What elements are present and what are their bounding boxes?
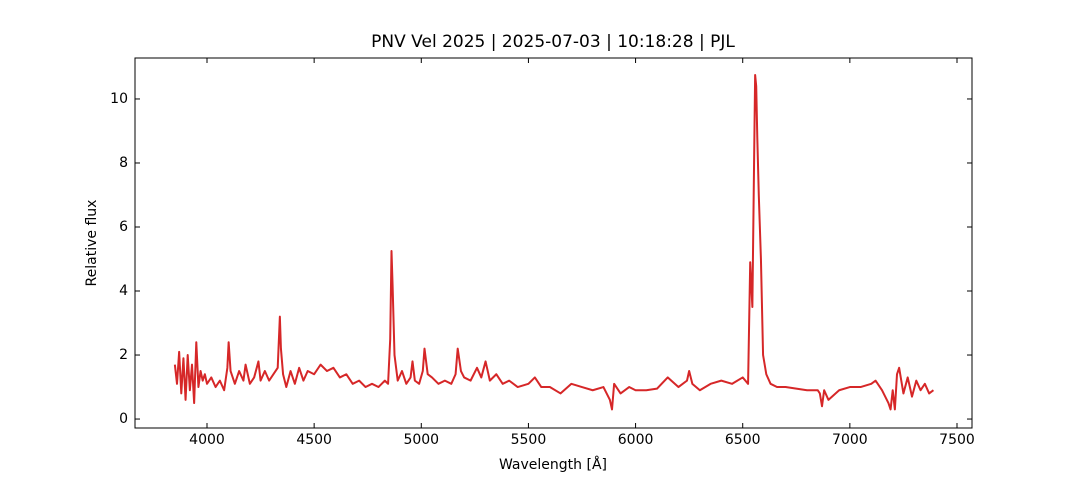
y-tick-label: 8 bbox=[119, 155, 128, 171]
x-axis-label: Wavelength [Å] bbox=[499, 456, 607, 473]
y-tick-label: 6 bbox=[119, 219, 128, 235]
y-tick-label: 10 bbox=[110, 91, 128, 107]
chart-title: PNV Vel 2025 | 2025-07-03 | 10:18:28 | P… bbox=[371, 32, 735, 52]
x-tick-label: 4500 bbox=[296, 432, 332, 448]
x-tick-label: 5000 bbox=[403, 432, 439, 448]
x-tick-label: 6000 bbox=[618, 432, 654, 448]
x-tick-label: 5500 bbox=[511, 432, 547, 448]
x-tick-label: 6500 bbox=[725, 432, 761, 448]
y-tick-label: 2 bbox=[119, 347, 128, 363]
x-tick-label: 7000 bbox=[832, 432, 868, 448]
x-tick-label: 7500 bbox=[939, 432, 975, 448]
plot-frame bbox=[134, 57, 973, 429]
spectrum-line bbox=[173, 73, 935, 411]
y-tick-label: 0 bbox=[119, 411, 128, 427]
y-tick-label: 4 bbox=[119, 283, 128, 299]
y-axis-label: Relative flux bbox=[84, 200, 100, 287]
x-tick-label: 4000 bbox=[189, 432, 225, 448]
